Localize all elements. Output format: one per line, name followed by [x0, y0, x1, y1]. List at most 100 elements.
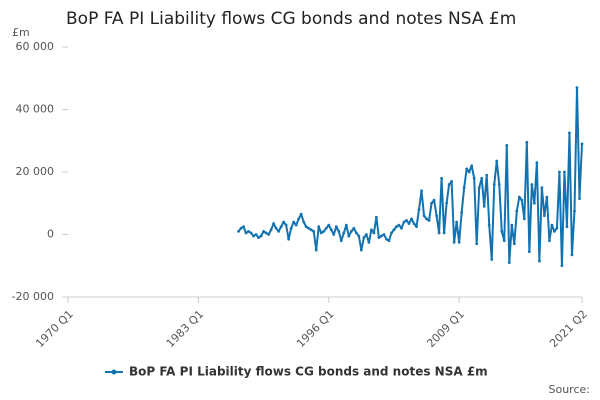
- point: [558, 170, 561, 174]
- point: [412, 222, 416, 225]
- point: [447, 183, 451, 186]
- point: [339, 239, 343, 243]
- point: [560, 264, 564, 268]
- point: [282, 220, 286, 224]
- point: [450, 179, 454, 183]
- point: [573, 209, 576, 213]
- point: [420, 189, 423, 193]
- chart-title: BoP FA PI Liability flows CG bonds and n…: [66, 9, 516, 29]
- legend-marker: [111, 369, 117, 375]
- point: [400, 226, 403, 230]
- point: [387, 239, 391, 243]
- point: [475, 242, 479, 246]
- point: [342, 231, 346, 235]
- point: [578, 197, 581, 200]
- point: [357, 234, 361, 238]
- point: [294, 223, 298, 227]
- point: [304, 225, 308, 229]
- point: [312, 229, 316, 233]
- point: [430, 201, 433, 205]
- point: [322, 229, 326, 233]
- point: [530, 183, 534, 186]
- point: [262, 229, 265, 233]
- point: [535, 161, 539, 165]
- y-tick-label: 40 000: [16, 103, 55, 116]
- point: [455, 220, 459, 224]
- point: [249, 231, 253, 235]
- point: [532, 201, 536, 205]
- point: [442, 231, 446, 235]
- point: [502, 239, 506, 243]
- point: [395, 225, 398, 229]
- point: [550, 223, 554, 227]
- y-axis-label: £m: [12, 26, 30, 39]
- point: [410, 217, 413, 221]
- point: [287, 237, 291, 241]
- point: [492, 183, 496, 186]
- point: [548, 239, 551, 243]
- point: [390, 231, 393, 235]
- point: [347, 234, 351, 238]
- point: [422, 214, 426, 218]
- point: [575, 86, 579, 90]
- point: [264, 231, 268, 235]
- point: [354, 231, 358, 235]
- source: Source:: [549, 383, 591, 396]
- point: [267, 233, 270, 236]
- point: [269, 228, 273, 232]
- point: [525, 140, 529, 144]
- point: [292, 220, 296, 224]
- y-tick-label: 60 000: [16, 40, 55, 53]
- x-tick-label: 1996 Q1: [294, 308, 337, 351]
- point: [385, 237, 388, 241]
- point: [490, 258, 494, 261]
- point: [568, 131, 571, 135]
- point: [540, 186, 544, 190]
- point: [329, 228, 333, 232]
- point: [239, 226, 243, 230]
- point: [495, 159, 499, 163]
- point: [297, 217, 301, 221]
- point: [465, 167, 469, 171]
- point: [284, 223, 288, 227]
- point: [327, 223, 331, 227]
- point: [402, 220, 406, 224]
- point: [277, 229, 281, 233]
- point: [317, 225, 321, 229]
- point: [272, 222, 275, 225]
- point: [309, 228, 313, 232]
- point: [542, 214, 546, 218]
- point: [460, 211, 464, 215]
- point: [337, 229, 341, 233]
- point: [302, 220, 306, 224]
- point: [477, 186, 481, 190]
- point: [289, 226, 293, 230]
- point: [545, 195, 549, 199]
- point: [580, 142, 584, 146]
- point: [252, 234, 255, 238]
- point: [570, 253, 574, 257]
- point: [352, 226, 356, 230]
- point: [334, 225, 338, 229]
- point: [279, 225, 283, 229]
- x-tick-label: 1983 Q1: [164, 308, 207, 351]
- point: [512, 242, 516, 246]
- point: [563, 170, 566, 174]
- point: [500, 229, 504, 233]
- point: [555, 226, 559, 230]
- legend-label: BoP FA PI Liability flows CG bonds and n…: [129, 365, 488, 379]
- y-tick-label: 0: [47, 228, 54, 241]
- point: [482, 204, 486, 208]
- point: [237, 229, 240, 233]
- point: [507, 261, 511, 265]
- point: [415, 225, 418, 229]
- point: [445, 201, 449, 205]
- point: [242, 225, 245, 229]
- point: [510, 223, 514, 227]
- point: [553, 229, 556, 233]
- y-tick-label: -20 000: [12, 290, 54, 303]
- point: [372, 231, 376, 235]
- point: [515, 209, 519, 213]
- point: [407, 222, 411, 225]
